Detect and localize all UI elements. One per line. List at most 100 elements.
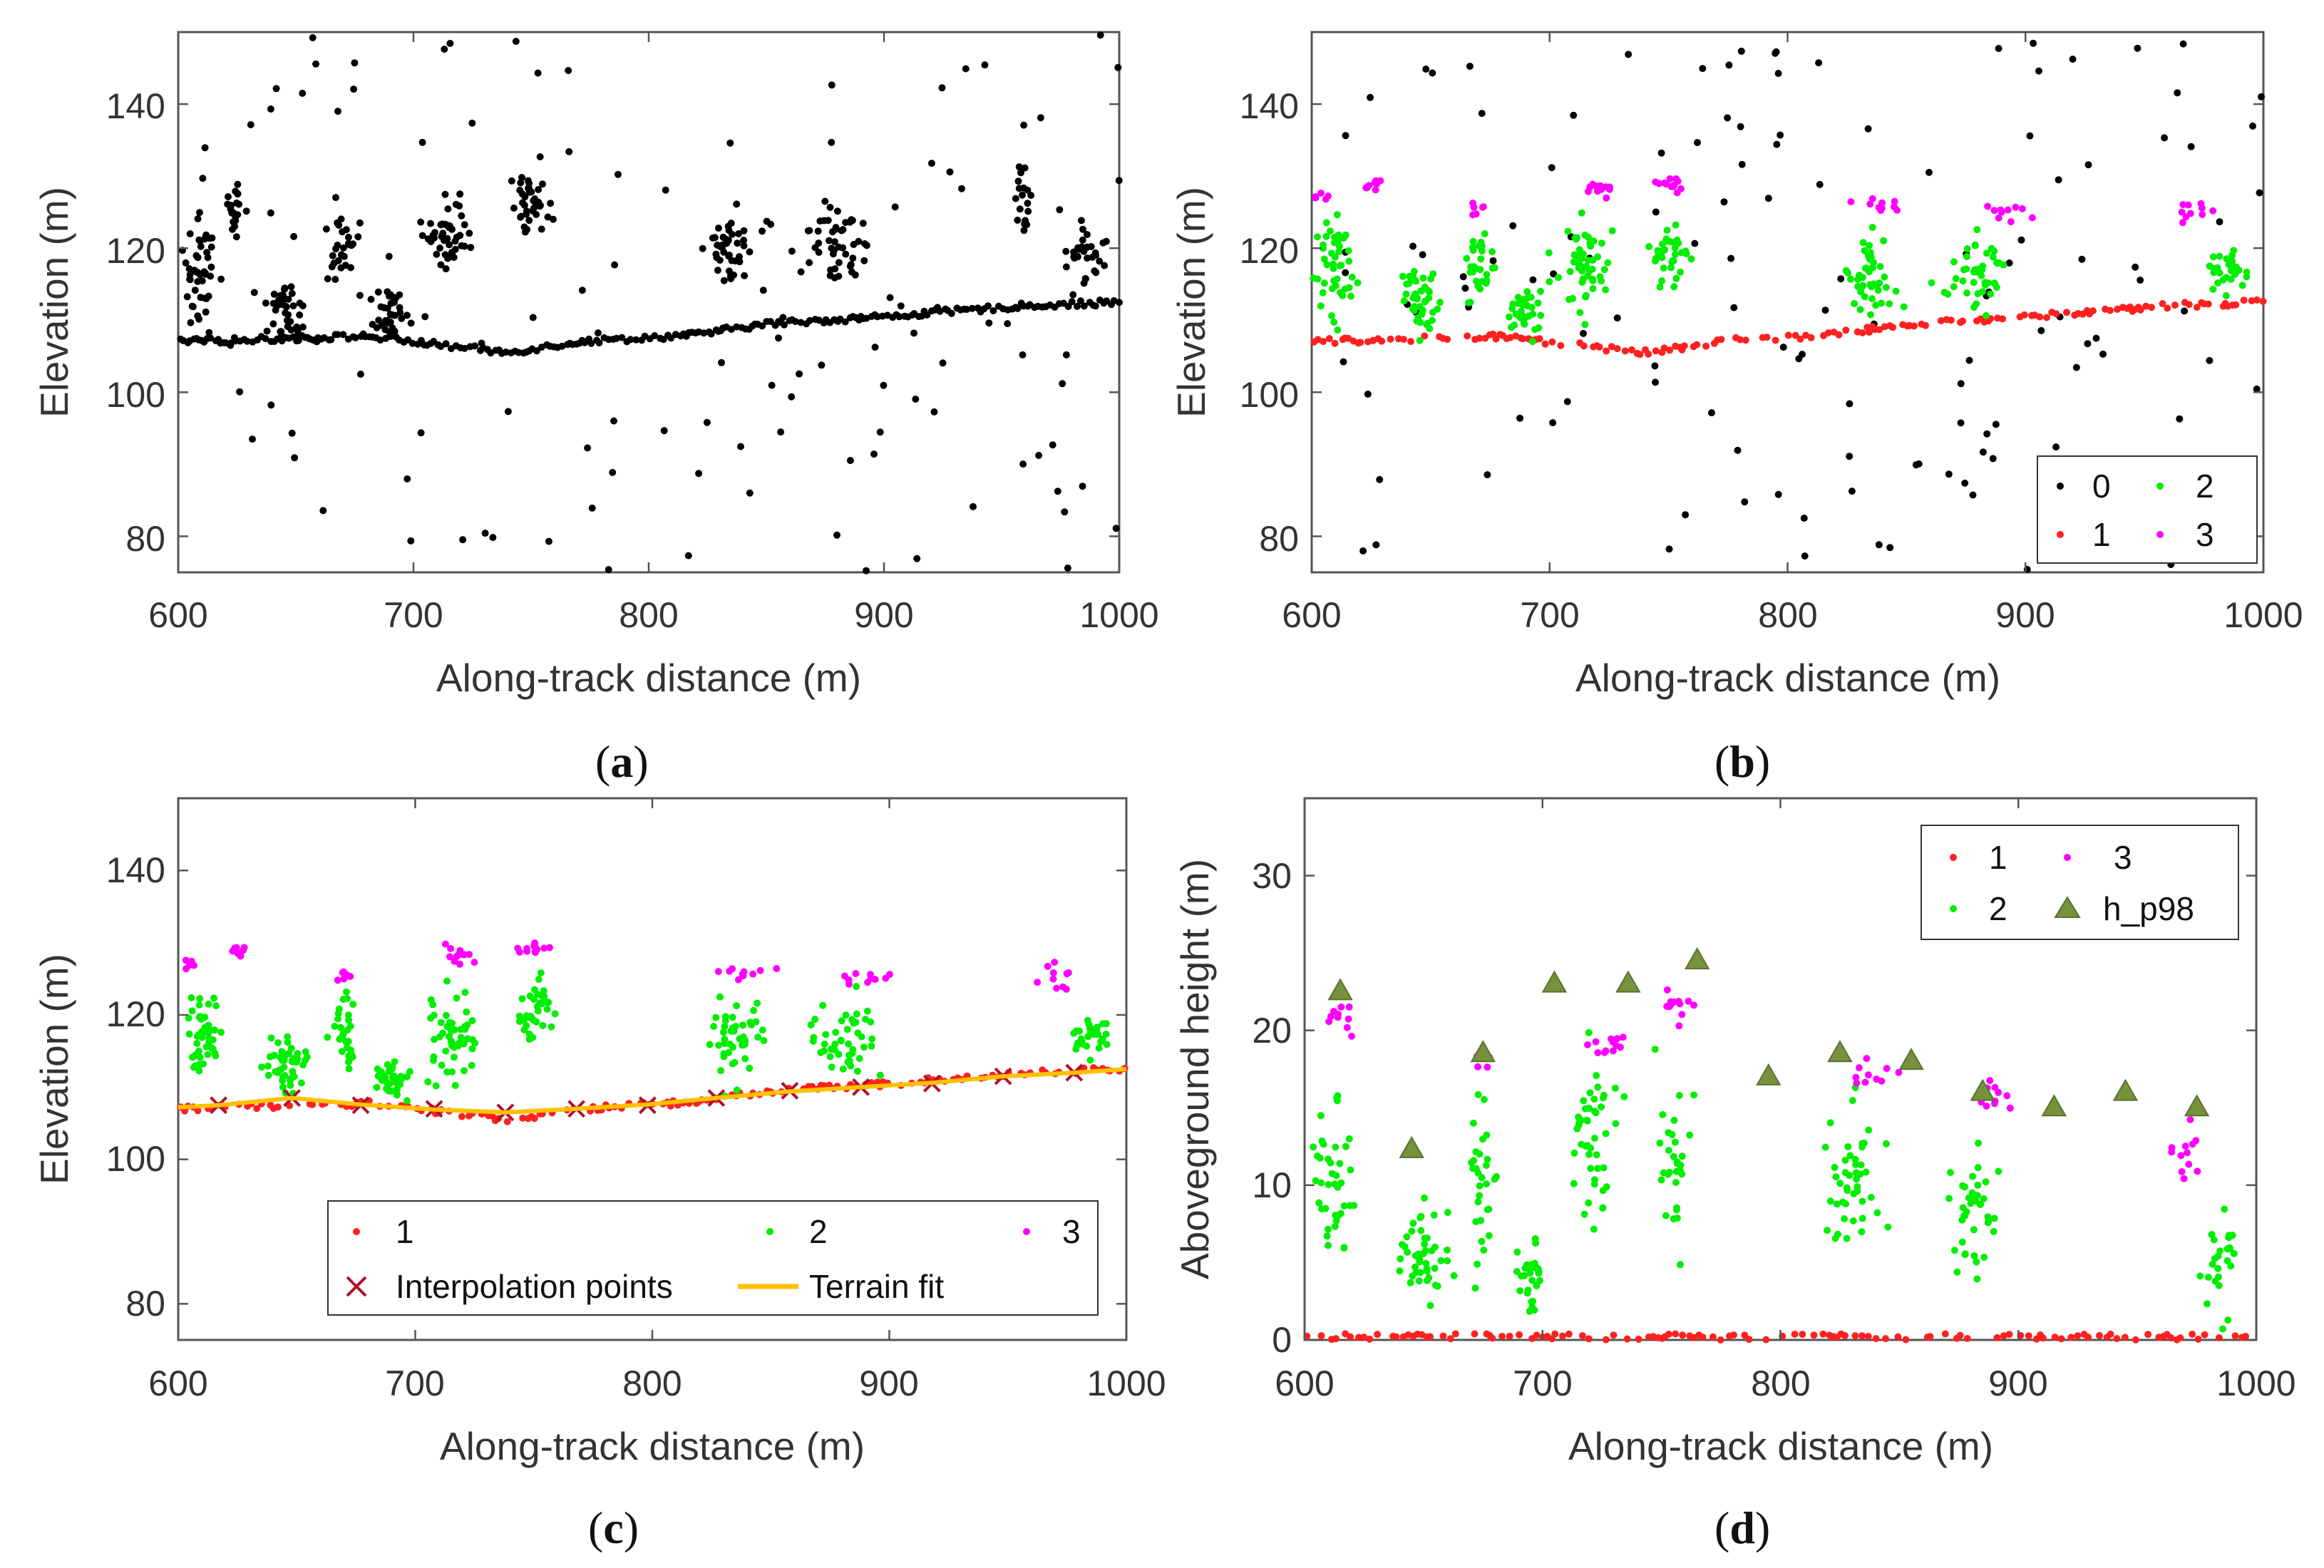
photon-point: [196, 209, 203, 217]
photon-point: [733, 323, 741, 331]
photon-point: [731, 257, 739, 265]
class-2-point: [1417, 287, 1425, 295]
class-2-point: [1320, 241, 1327, 249]
class-0-point: [1657, 149, 1665, 157]
class-1-point: [1717, 336, 1725, 344]
class-2-point: [2214, 1264, 2222, 1272]
class-2-point: [1960, 1212, 1968, 1219]
class-2-point: [1416, 1214, 1424, 1222]
photon-point: [183, 293, 191, 301]
photon-point: [247, 121, 254, 128]
photon-point: [788, 247, 796, 255]
photon-point: [354, 233, 362, 241]
photon-point: [947, 309, 955, 317]
class-2-point: [1570, 1180, 1578, 1187]
class-2-point: [1983, 249, 1990, 257]
class-2-point: [1662, 1212, 1670, 1219]
class-2-point: [523, 1012, 530, 1020]
photon-point: [1014, 304, 1022, 312]
class-2-point: [1950, 283, 1958, 291]
class-2-point: [468, 1061, 475, 1069]
class-2-point: [1884, 1223, 1892, 1231]
photon-point: [224, 200, 232, 208]
class-2-point: [1585, 233, 1592, 241]
photon-point: [517, 213, 525, 221]
photon-point: [1014, 177, 1022, 185]
legend-label-class-2: 2: [2196, 468, 2214, 505]
class-2-point: [437, 1018, 445, 1026]
class-2-point: [391, 1058, 399, 1066]
class-2-point: [831, 1046, 838, 1053]
photon-point: [828, 138, 835, 146]
class-2-point: [1664, 1170, 1672, 1178]
photon-point: [267, 105, 274, 113]
class-1-point: [1841, 1332, 1849, 1339]
class-0-point: [1737, 123, 1744, 130]
photon-point: [466, 229, 473, 237]
class-2-point: [1515, 299, 1522, 307]
class-2-point: [1468, 1159, 1476, 1167]
class-2-point: [1972, 267, 1980, 275]
class-0-point: [1800, 515, 1808, 522]
photon-point: [344, 233, 352, 241]
photon-point: [720, 248, 728, 256]
class-2-point: [1564, 227, 1572, 235]
class-2-point: [1853, 1175, 1861, 1183]
class-1-point: [1717, 1336, 1724, 1343]
photon-point: [1056, 206, 1064, 214]
panel-d-ylabel: Aboveground height (m): [1173, 859, 1217, 1279]
photon-point: [880, 381, 888, 389]
class-3-point: [1986, 1077, 1994, 1085]
class-2-point: [1523, 288, 1531, 296]
panel-a-xtick: 1000: [1079, 595, 1158, 635]
class-1-point: [1851, 1332, 1859, 1340]
class-1-point: [1585, 1335, 1593, 1343]
photon-point: [662, 186, 669, 194]
class-3-point: [530, 942, 538, 950]
photon-point: [200, 268, 208, 276]
class-0-point: [1409, 242, 1416, 250]
photon-point: [299, 302, 307, 310]
photon-point: [189, 303, 197, 311]
photon-point: [797, 319, 805, 326]
class-2-point: [1469, 1119, 1477, 1127]
class-3-point: [2186, 1115, 2194, 1123]
photon-point: [544, 213, 552, 221]
class-2-point: [1405, 279, 1413, 287]
class-2-point: [264, 1062, 272, 1070]
class-2-point: [1520, 295, 1528, 303]
class-2-point: [1570, 1149, 1578, 1157]
photon-point: [262, 299, 269, 307]
class-1-point: [1699, 1334, 1707, 1341]
photon-point: [525, 184, 533, 192]
photon-point: [737, 443, 744, 450]
class-2-point: [1073, 1027, 1080, 1035]
class-2-point: [821, 1047, 828, 1055]
class-2-point: [1412, 1263, 1419, 1271]
photon-point: [797, 268, 805, 276]
photon-point: [208, 234, 216, 242]
class-2-point: [1476, 1192, 1484, 1200]
class-3-point: [852, 970, 860, 977]
class-3-point: [1049, 975, 1057, 983]
class-1-point: [1947, 316, 1955, 324]
class-1-point: [1858, 329, 1866, 336]
class-1-point: [2231, 1332, 2239, 1340]
photon-point: [1070, 253, 1078, 261]
photon-point: [1082, 275, 1089, 283]
photon-point: [351, 59, 359, 67]
class-2-point: [1587, 1165, 1595, 1172]
class-1-point: [1357, 339, 1364, 346]
photon-point: [1115, 299, 1123, 306]
class-2-point: [1590, 1225, 1598, 1233]
photon-point: [377, 303, 385, 311]
photon-point: [871, 344, 879, 351]
class-2-point: [272, 1068, 279, 1076]
photon-point: [923, 311, 931, 319]
class-2-point: [453, 994, 461, 1002]
class-2-point: [2203, 1300, 2211, 1308]
class-2-point: [2221, 1205, 2228, 1213]
photon-point: [1101, 262, 1109, 269]
class-2-point: [1425, 294, 1433, 301]
class-2-point: [845, 1040, 853, 1048]
